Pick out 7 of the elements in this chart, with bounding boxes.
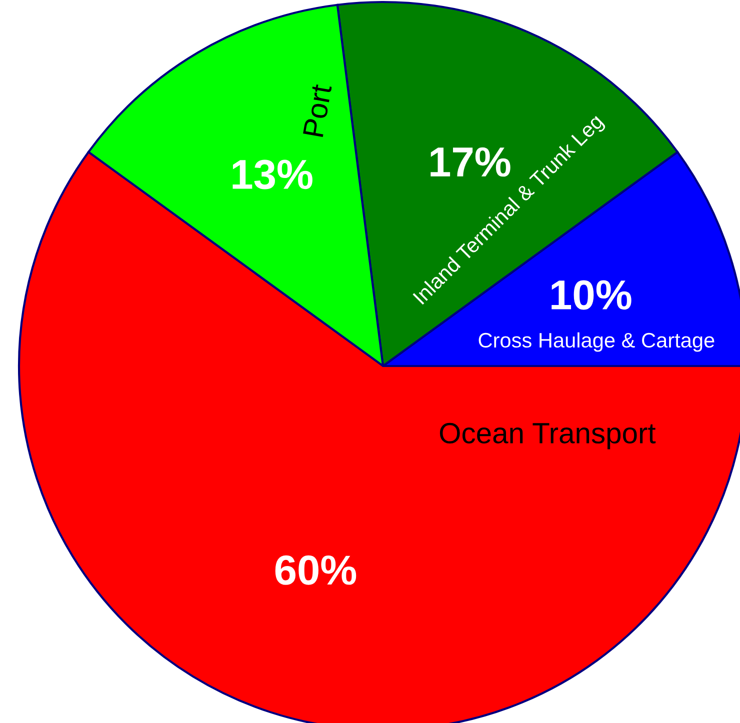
data-label: 60% (275, 555, 356, 585)
slice-label: Port (303, 83, 332, 138)
data-label: 13% (232, 160, 312, 190)
data-label: 10% (552, 280, 632, 310)
data-label: 17% (430, 147, 510, 177)
slice-label: Cross Haulage & Cartage (478, 332, 714, 352)
slice-label: Ocean Transport (440, 422, 656, 450)
